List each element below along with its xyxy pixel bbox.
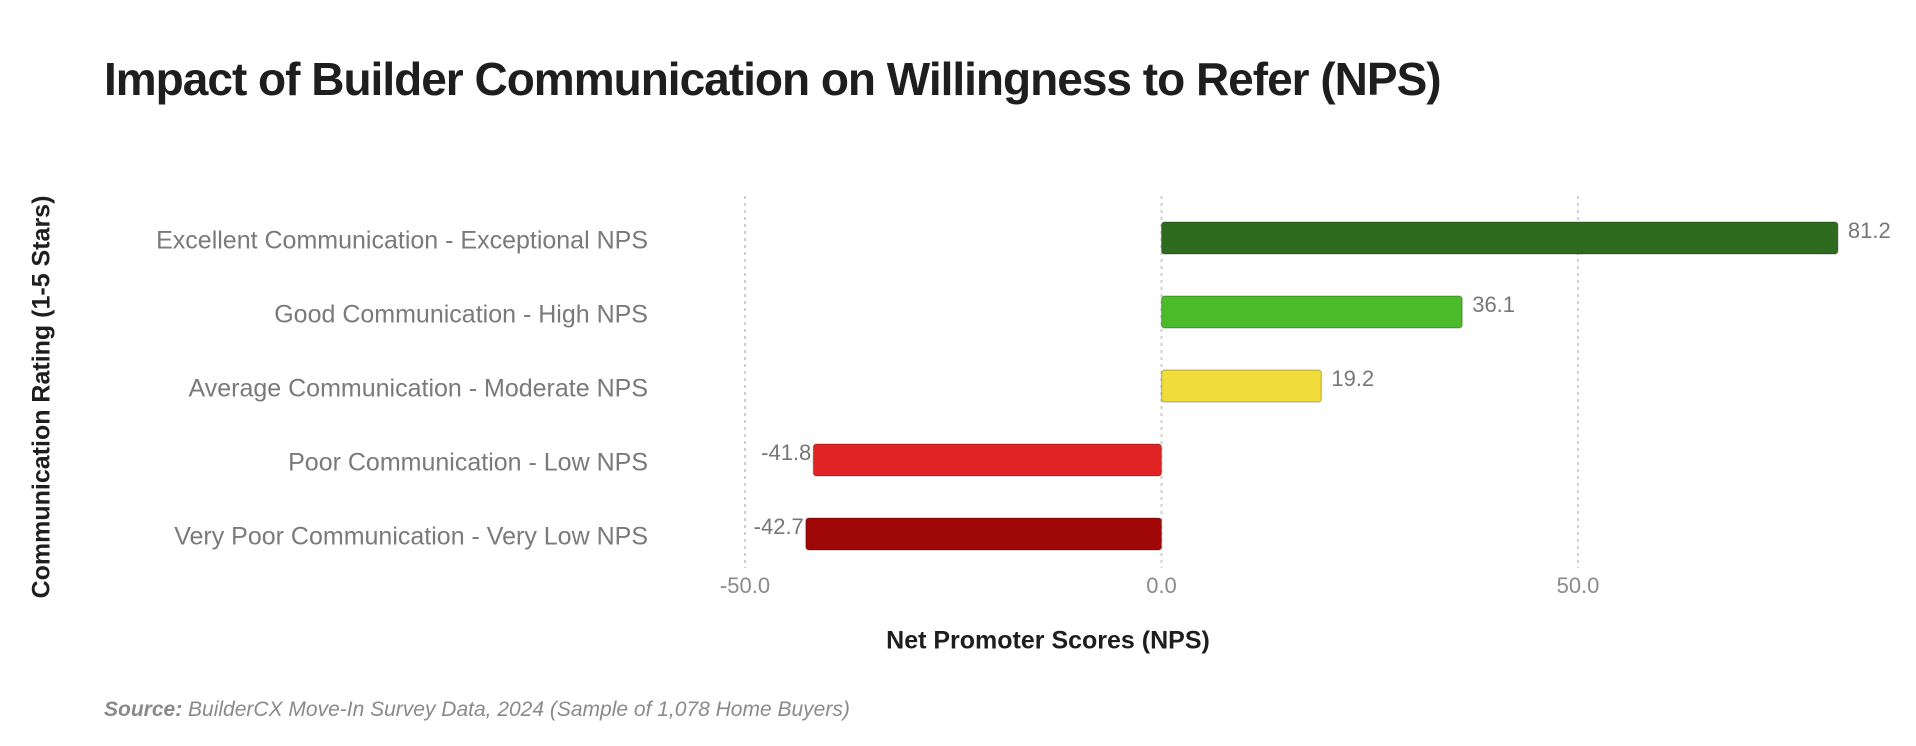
chart-title: Impact of Builder Communication on Willi…	[104, 53, 1441, 105]
x-axis-title: Net Promoter Scores (NPS)	[886, 627, 1210, 655]
data-label: -42.7	[754, 514, 804, 539]
y-tick-label: Poor Communication - Low NPS	[288, 449, 648, 477]
x-tick-label: -50.0	[720, 573, 770, 598]
data-label: 19.2	[1331, 366, 1374, 391]
y-tick-label: Average Communication - Moderate NPS	[189, 375, 648, 403]
bar	[1160, 295, 1463, 329]
y-tick-label: Excellent Communication - Exceptional NP…	[156, 227, 648, 255]
source-text: BuilderCX Move-In Survey Data, 2024 (Sam…	[188, 698, 850, 721]
bar	[1160, 369, 1323, 403]
y-axis-title: Communication Rating (1-5 Stars)	[28, 196, 56, 599]
data-label: -41.8	[761, 440, 811, 465]
bar	[1160, 221, 1839, 255]
bar	[805, 517, 1163, 551]
x-tick-label: 50.0	[1557, 573, 1600, 598]
data-label: 81.2	[1848, 218, 1891, 243]
data-label: 36.1	[1472, 292, 1515, 317]
y-tick-label: Good Communication - High NPS	[274, 301, 648, 329]
y-tick-label: Very Poor Communication - Very Low NPS	[174, 523, 648, 551]
x-tick-label: 0.0	[1146, 573, 1177, 598]
bar	[812, 443, 1163, 477]
source-label: Source:	[104, 698, 182, 721]
source: Source: BuilderCX Move-In Survey Data, 2…	[104, 698, 850, 721]
